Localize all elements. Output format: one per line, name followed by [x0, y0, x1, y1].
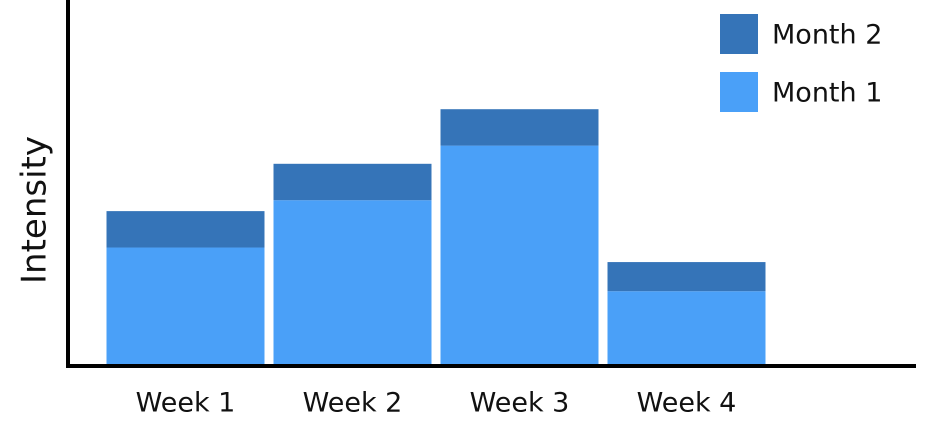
x-tick-label: Week 3	[470, 388, 570, 419]
bar-segment	[273, 200, 432, 364]
x-tick-label: Week 2	[303, 388, 403, 419]
legend-swatch	[720, 14, 758, 54]
bar-segment	[106, 247, 265, 364]
y-axis-label: Intensity	[15, 136, 55, 284]
bar-segment	[607, 262, 766, 292]
x-tick-label: Week 4	[637, 388, 737, 419]
legend-label: Month 2	[772, 20, 882, 51]
legend-label: Month 1	[772, 78, 882, 109]
bar-segment	[607, 291, 766, 364]
bar-segment	[440, 145, 599, 364]
bar-segment	[273, 163, 432, 201]
x-tick-label: Week 1	[136, 388, 236, 419]
legend-swatch	[720, 72, 758, 112]
bar-segment	[106, 211, 265, 248]
bar-segment	[440, 109, 599, 146]
